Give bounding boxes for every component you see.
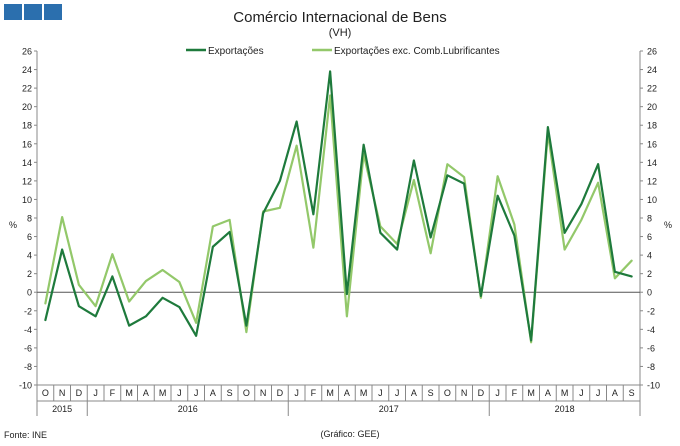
x-tick-label: M [527,388,535,398]
x-tick-label: M [159,388,167,398]
y-tick-label-left: 8 [27,214,32,224]
x-tick-label: J [294,388,299,398]
y-tick-label-left: 14 [22,158,32,168]
legend-label-exportacoes-exc: Exportações exc. Comb.Lubrificantes [334,46,500,57]
y-tick-label-right: 24 [647,65,657,75]
logo-block-3 [44,4,62,20]
y-tick-label-left: 4 [27,251,32,261]
x-tick-label: D [277,388,284,398]
y-tick-label-left: 26 [22,47,32,57]
x-tick-label: A [344,388,350,398]
y-tick-label-right: -6 [647,343,655,353]
x-tick-label: J [579,388,584,398]
y-tick-label-right: 2 [647,269,652,279]
y-tick-label-right: 22 [647,84,657,94]
year-label: 2015 [52,404,72,414]
y-tick-label-left: 18 [22,121,32,131]
y-tick-label-left: -8 [24,362,32,372]
y-tick-label-right: 16 [647,139,657,149]
x-tick-label: A [612,388,618,398]
x-tick-label: M [561,388,569,398]
y-tick-label-right: 4 [647,251,652,261]
y-tick-label-left: 24 [22,65,32,75]
x-tick-label: M [326,388,334,398]
y-tick-label-right: -4 [647,325,655,335]
y-tick-label-right: -8 [647,362,655,372]
legend-label-exportacoes: Exportações [208,46,264,57]
x-tick-label: M [125,388,133,398]
year-label: 2016 [178,404,198,414]
series-line-exportacoes [44,70,633,342]
y-tick-label-right: 6 [647,232,652,242]
chart-subtitle: (VH) [329,27,352,39]
y-tick-label-left: -4 [24,325,32,335]
footer-source: Fonte: INE [4,430,47,440]
x-tick-label: A [143,388,149,398]
y-tick-label-right: 8 [647,214,652,224]
x-tick-label: D [478,388,485,398]
y-tick-label-right: 18 [647,121,657,131]
series-layer [44,70,633,344]
x-tick-label: J [378,388,383,398]
y-tick-label-right: 26 [647,47,657,57]
x-tick-label: J [194,388,199,398]
y-tick-label-left: 12 [22,176,32,186]
x-tick-label: O [444,388,451,398]
y-tick-label-right: 14 [647,158,657,168]
x-tick-label: S [227,388,233,398]
y-tick-label-left: 2 [27,269,32,279]
y-tick-label-right: 20 [647,102,657,112]
y-axis-label-left: % [9,220,17,230]
y-tick-label-right: -10 [647,381,660,391]
y-tick-label-left: 6 [27,232,32,242]
x-tick-label: O [42,388,49,398]
y-tick-label-left: -6 [24,343,32,353]
x-tick-label: N [260,388,267,398]
x-tick-label: D [76,388,83,398]
y-tick-label-left: 20 [22,102,32,112]
logo-block-1 [4,4,22,20]
year-label: 2018 [555,404,575,414]
y-tick-label-right: 10 [647,195,657,205]
x-tick-label: J [177,388,182,398]
x-tick-label: F [110,388,116,398]
y-axis-label-right: % [664,220,672,230]
year-label: 2017 [379,404,399,414]
chart-title: Comércio Internacional de Bens [233,9,446,26]
y-tick-label-left: 16 [22,139,32,149]
x-tick-label: N [461,388,468,398]
x-tick-label: S [428,388,434,398]
x-tick-label: S [629,388,635,398]
x-tick-label: F [311,388,317,398]
y-tick-label-left: 22 [22,84,32,94]
y-tick-label-left: 10 [22,195,32,205]
x-tick-label: J [395,388,400,398]
x-tick-label: N [59,388,66,398]
y-tick-label-right: 12 [647,176,657,186]
legend: Exportações Exportações exc. Comb.Lubrif… [186,46,500,57]
x-tick-label: J [93,388,98,398]
x-tick-label: O [243,388,250,398]
x-tick-label: A [210,388,216,398]
logo-block-2 [24,4,42,20]
y-tick-label-right: -2 [647,306,655,316]
footer-credit: (Gráfico: GEE) [320,429,379,439]
y-tick-label-right: 0 [647,288,652,298]
x-tick-label: J [495,388,500,398]
series-line-exportacoes-exc [44,94,633,344]
y-tick-label-left: 0 [27,288,32,298]
x-tick-label: A [411,388,417,398]
x-tick-label: F [512,388,518,398]
x-tick-label: A [545,388,551,398]
y-tick-label-left: -10 [19,381,32,391]
x-tick-label: M [360,388,368,398]
y-tick-label-left: -2 [24,306,32,316]
x-tick-label: J [596,388,601,398]
